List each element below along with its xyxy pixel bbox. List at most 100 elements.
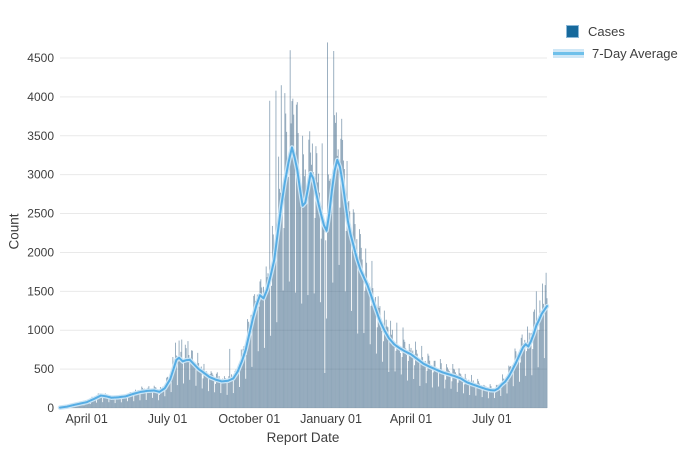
case-bar bbox=[240, 349, 242, 408]
case-bar bbox=[245, 378, 247, 408]
case-bar bbox=[512, 386, 514, 408]
case-bar bbox=[491, 389, 493, 408]
case-bar bbox=[507, 382, 509, 408]
case-bar bbox=[162, 386, 164, 408]
case-bar bbox=[379, 306, 381, 408]
case-bar bbox=[359, 229, 360, 408]
case-bar bbox=[360, 247, 362, 408]
case-bar bbox=[448, 370, 450, 408]
case-bar bbox=[535, 291, 537, 408]
case-bar bbox=[370, 305, 372, 408]
case-bar bbox=[111, 397, 113, 408]
case-bar bbox=[172, 357, 174, 408]
case-bar bbox=[382, 361, 384, 408]
legend-item-7day-average[interactable]: 7-Day Average bbox=[553, 42, 678, 64]
case-bar bbox=[537, 367, 539, 408]
case-bar bbox=[447, 369, 449, 408]
case-bar bbox=[436, 369, 438, 408]
case-bar bbox=[449, 376, 451, 408]
case-bar bbox=[443, 374, 445, 408]
case-bar bbox=[232, 393, 234, 408]
case-bar bbox=[335, 112, 337, 408]
case-bar bbox=[268, 284, 270, 408]
case-bar bbox=[421, 345, 423, 408]
case-bar bbox=[283, 228, 285, 408]
case-bar bbox=[113, 396, 115, 408]
case-bar bbox=[330, 202, 332, 408]
case-bar bbox=[415, 341, 416, 408]
case-bar bbox=[197, 352, 199, 408]
case-bar bbox=[161, 388, 163, 408]
case-bar bbox=[352, 209, 354, 408]
case-bar bbox=[545, 272, 547, 408]
case-bar bbox=[505, 381, 507, 408]
case-bar bbox=[299, 191, 301, 408]
case-bar bbox=[168, 382, 170, 408]
case-bar bbox=[455, 374, 457, 408]
case-bar bbox=[127, 397, 129, 408]
case-bar bbox=[270, 335, 272, 408]
case-bar bbox=[279, 188, 280, 408]
case-bar bbox=[489, 384, 491, 408]
case-bar bbox=[261, 287, 263, 408]
case-bar bbox=[133, 401, 135, 408]
case-bar bbox=[239, 386, 240, 408]
case-bar bbox=[463, 393, 464, 408]
case-bar bbox=[477, 378, 479, 408]
case-bar bbox=[304, 169, 306, 408]
legend-label-7day-average: 7-Day Average bbox=[592, 45, 678, 61]
case-bar bbox=[263, 347, 265, 408]
case-bar bbox=[516, 358, 518, 408]
case-bar bbox=[357, 333, 359, 408]
case-bar bbox=[425, 383, 427, 408]
case-bar bbox=[339, 207, 341, 408]
case-bar bbox=[423, 365, 425, 408]
case-bar bbox=[342, 139, 344, 408]
case-bar bbox=[308, 139, 310, 409]
case-bar bbox=[253, 295, 255, 408]
case-bar bbox=[528, 332, 530, 408]
case-bar bbox=[358, 260, 360, 408]
case-bar bbox=[404, 341, 406, 408]
case-bar bbox=[183, 383, 184, 408]
case-bar bbox=[390, 320, 392, 408]
case-bar bbox=[167, 376, 168, 408]
case-bar bbox=[484, 385, 486, 408]
case-bar bbox=[343, 160, 344, 408]
case-bar bbox=[127, 401, 128, 408]
y-tick-label: 3000 bbox=[27, 168, 54, 182]
seven-day-average-line[interactable] bbox=[59, 146, 548, 409]
case-bar bbox=[526, 351, 528, 408]
case-bar bbox=[241, 356, 243, 408]
case-bar bbox=[502, 374, 504, 408]
case-bar bbox=[356, 239, 358, 408]
case-bar bbox=[95, 402, 97, 408]
case-bar bbox=[434, 360, 436, 408]
case-bar bbox=[504, 380, 506, 408]
case-bar bbox=[134, 395, 136, 408]
x-tick-label: October 01 bbox=[218, 412, 280, 426]
cases-bars[interactable] bbox=[59, 42, 548, 409]
case-bar bbox=[295, 292, 296, 408]
case-bar bbox=[247, 321, 249, 408]
case-bar bbox=[395, 350, 397, 408]
case-bar bbox=[82, 403, 84, 408]
case-bar bbox=[287, 164, 288, 408]
case-bar bbox=[423, 361, 424, 408]
case-bar bbox=[329, 178, 331, 408]
case-bar bbox=[177, 361, 179, 408]
case-bar bbox=[129, 392, 131, 408]
case-bar bbox=[535, 324, 536, 408]
x-tick-label: April 01 bbox=[390, 412, 432, 426]
case-bar bbox=[266, 277, 268, 408]
case-bar bbox=[407, 360, 409, 408]
case-bar bbox=[271, 225, 273, 408]
case-bar bbox=[499, 383, 501, 408]
case-bar bbox=[238, 368, 240, 408]
case-bar bbox=[203, 363, 205, 408]
case-bar bbox=[147, 387, 149, 408]
case-bar bbox=[538, 329, 540, 408]
legend-item-cases[interactable]: Cases bbox=[553, 20, 678, 42]
